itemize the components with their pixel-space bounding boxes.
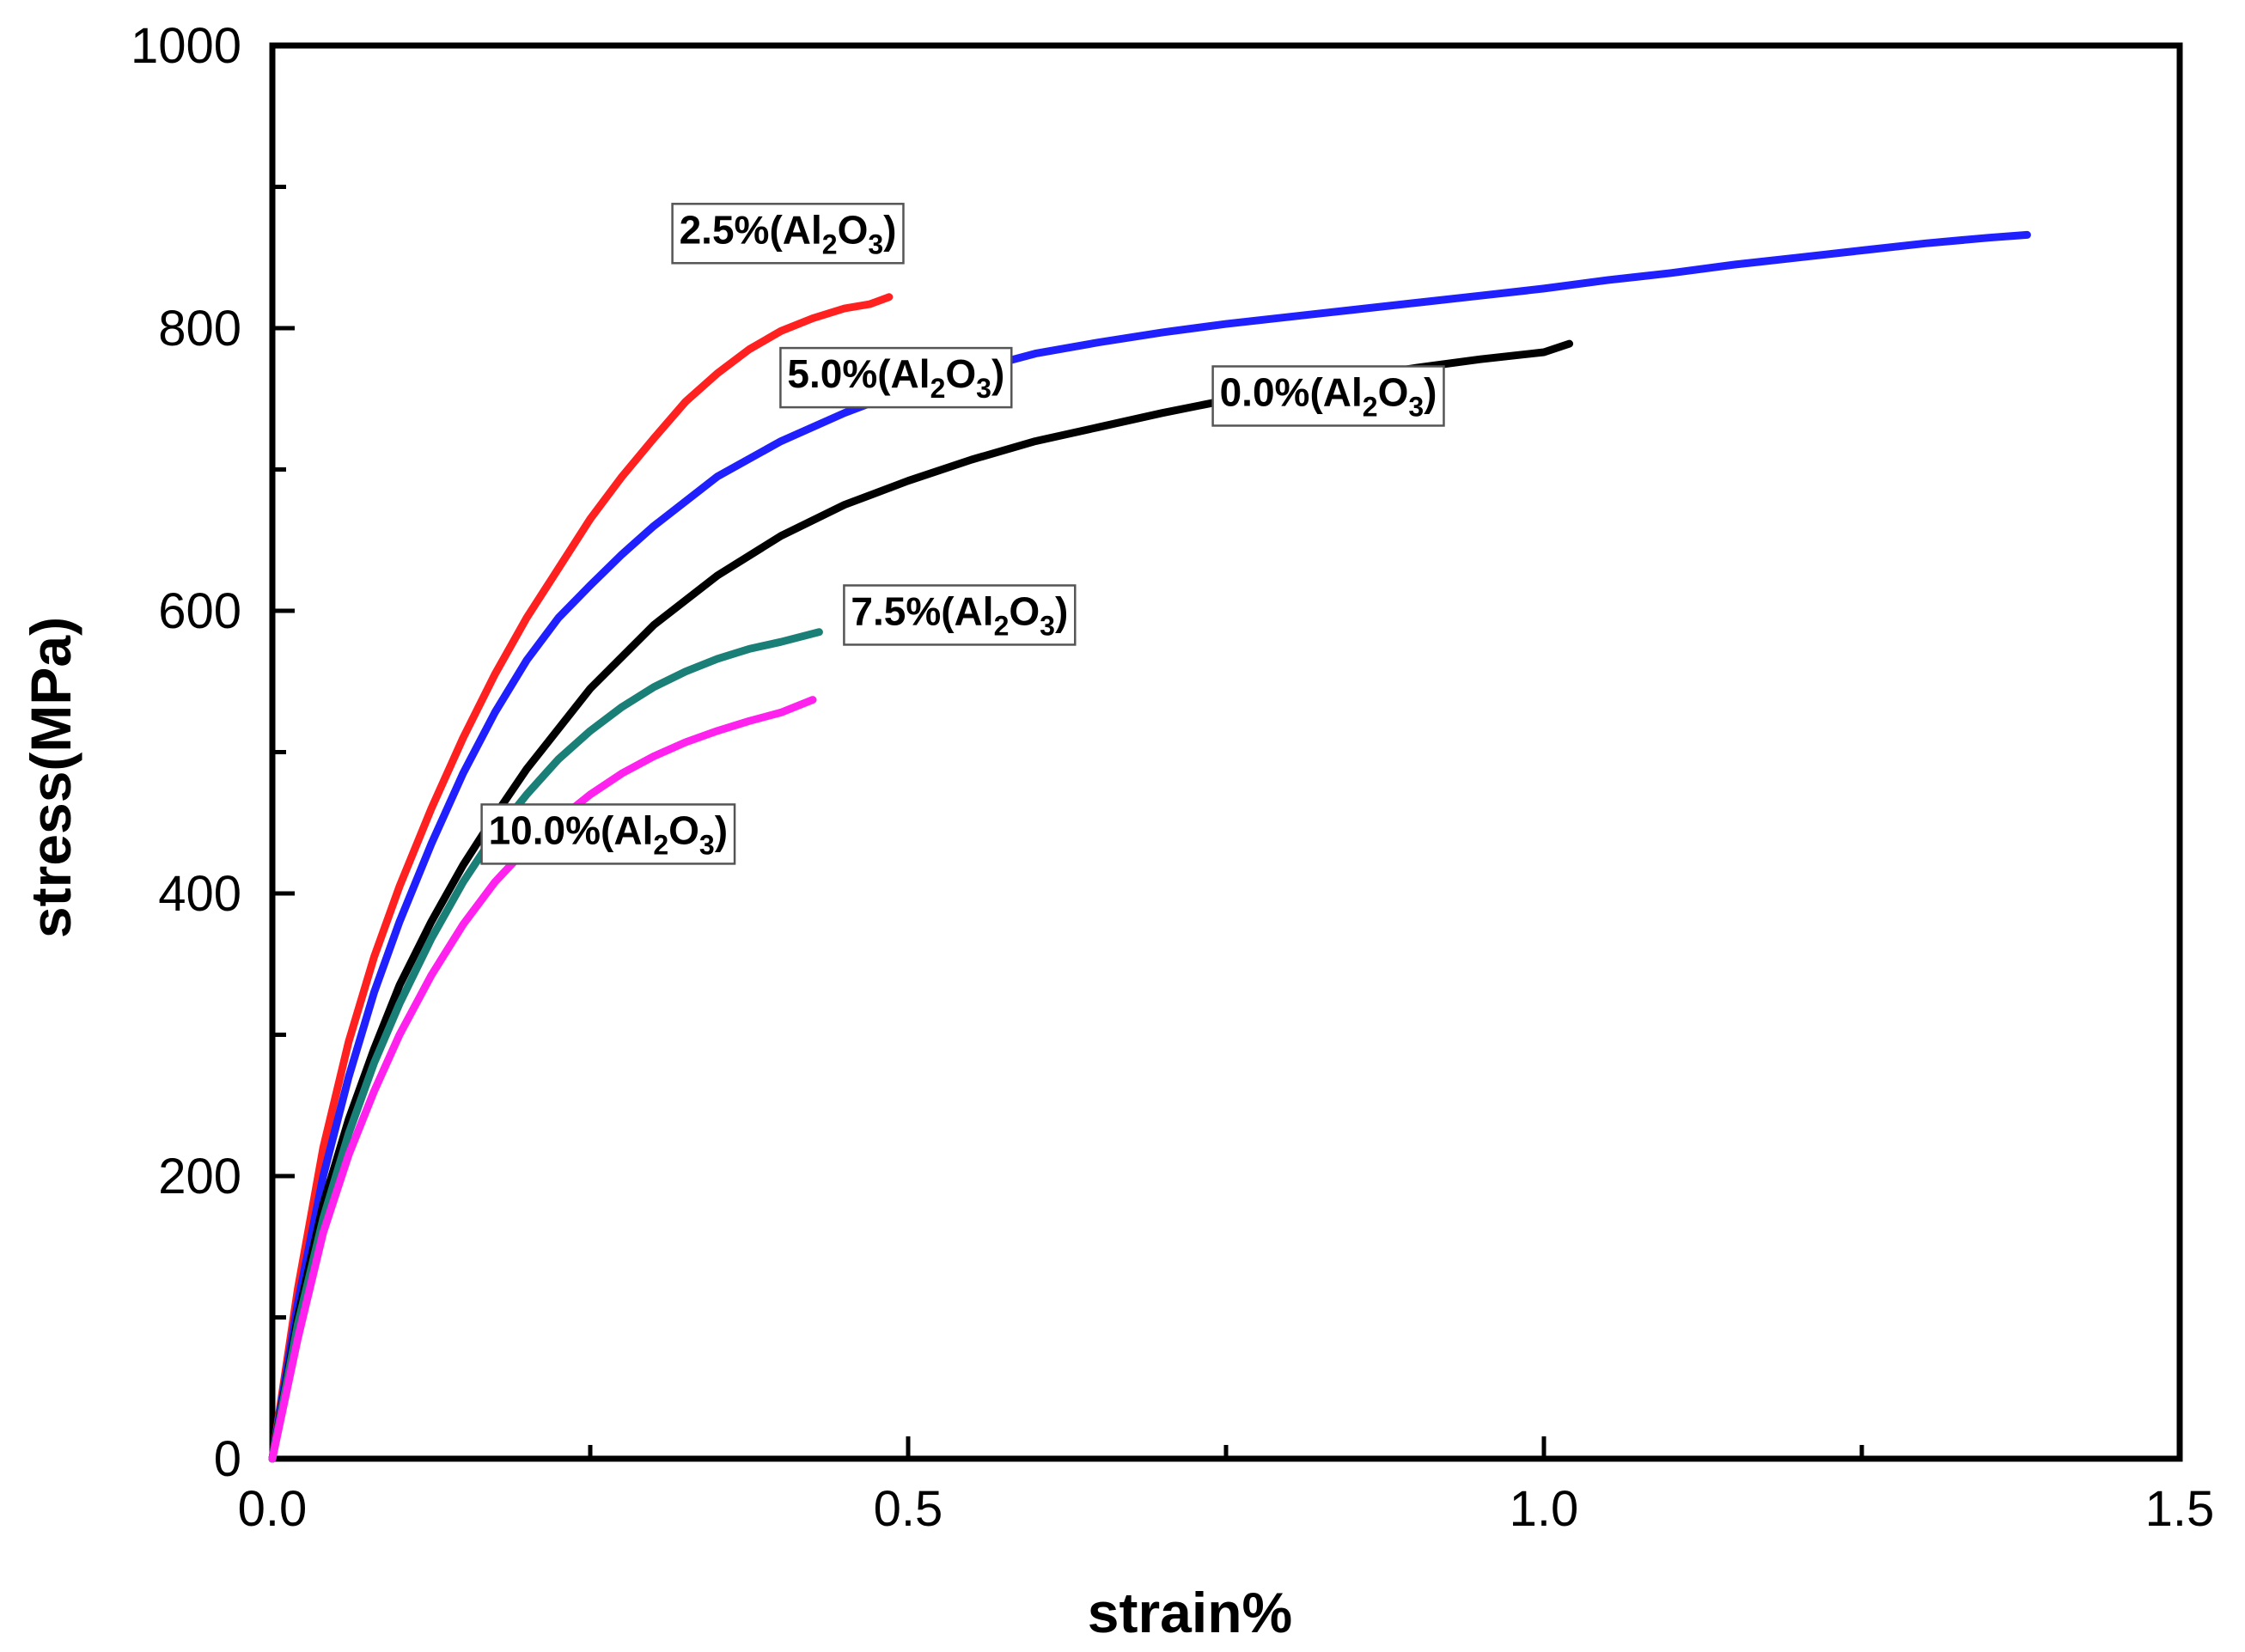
y-tick-label: 1000 (131, 18, 241, 74)
axis-tick-labels: 0.0 0.5 1.0 1.5 0 200 400 600 800 1000 (131, 18, 2214, 1537)
curve-label-box (779, 346, 1013, 409)
curve-label-box (480, 803, 736, 865)
curve-label-text: 5.0%(Al2O3) (787, 351, 1004, 404)
curve-label-4: 10.0%(Al2O3) (480, 803, 736, 865)
curve-label-0: 2.5%(Al2O3) (671, 203, 905, 265)
y-tick-label: 600 (158, 583, 241, 639)
x-tick-label: 1.0 (1510, 1481, 1579, 1537)
curve-label-box (1211, 365, 1445, 427)
plot-frame (269, 42, 2183, 1462)
curve-label-2: 0.0%(Al2O3) (1211, 365, 1445, 427)
curve-label-text: 7.5%(Al2O3) (851, 588, 1068, 641)
curve-label-box (843, 584, 1077, 646)
series-line-2 (268, 339, 1574, 1463)
curve-label-text: 2.5%(Al2O3) (680, 207, 897, 259)
curve-label-box (671, 203, 905, 265)
curve-label-text: 10.0%(Al2O3) (489, 808, 728, 860)
curve-labels: 2.5%(Al2O3) 5.0%(Al2O3) 0.0%(Al2O3) 7.5%(Al… (480, 203, 1445, 865)
y-tick-label: 0 (214, 1431, 241, 1487)
y-axis-title: stress(MPa) (19, 617, 82, 938)
y-tick-label: 800 (158, 301, 241, 357)
axis-ticks (270, 43, 2182, 1461)
x-tick-label: 0.5 (874, 1481, 943, 1537)
x-axis-title: strain% (1088, 1581, 1292, 1644)
x-tick-label: 1.5 (2145, 1481, 2215, 1537)
curve-label-text: 0.0%(Al2O3) (1220, 369, 1437, 422)
curve-label-3: 7.5%(Al2O3) (843, 584, 1077, 646)
curve-label-1: 5.0%(Al2O3) (779, 346, 1013, 409)
series-line-0 (268, 293, 894, 1463)
series-line-3 (268, 628, 823, 1463)
x-tick-label: 0.0 (238, 1481, 308, 1537)
y-tick-label: 200 (158, 1149, 241, 1204)
y-tick-label: 400 (158, 866, 241, 922)
